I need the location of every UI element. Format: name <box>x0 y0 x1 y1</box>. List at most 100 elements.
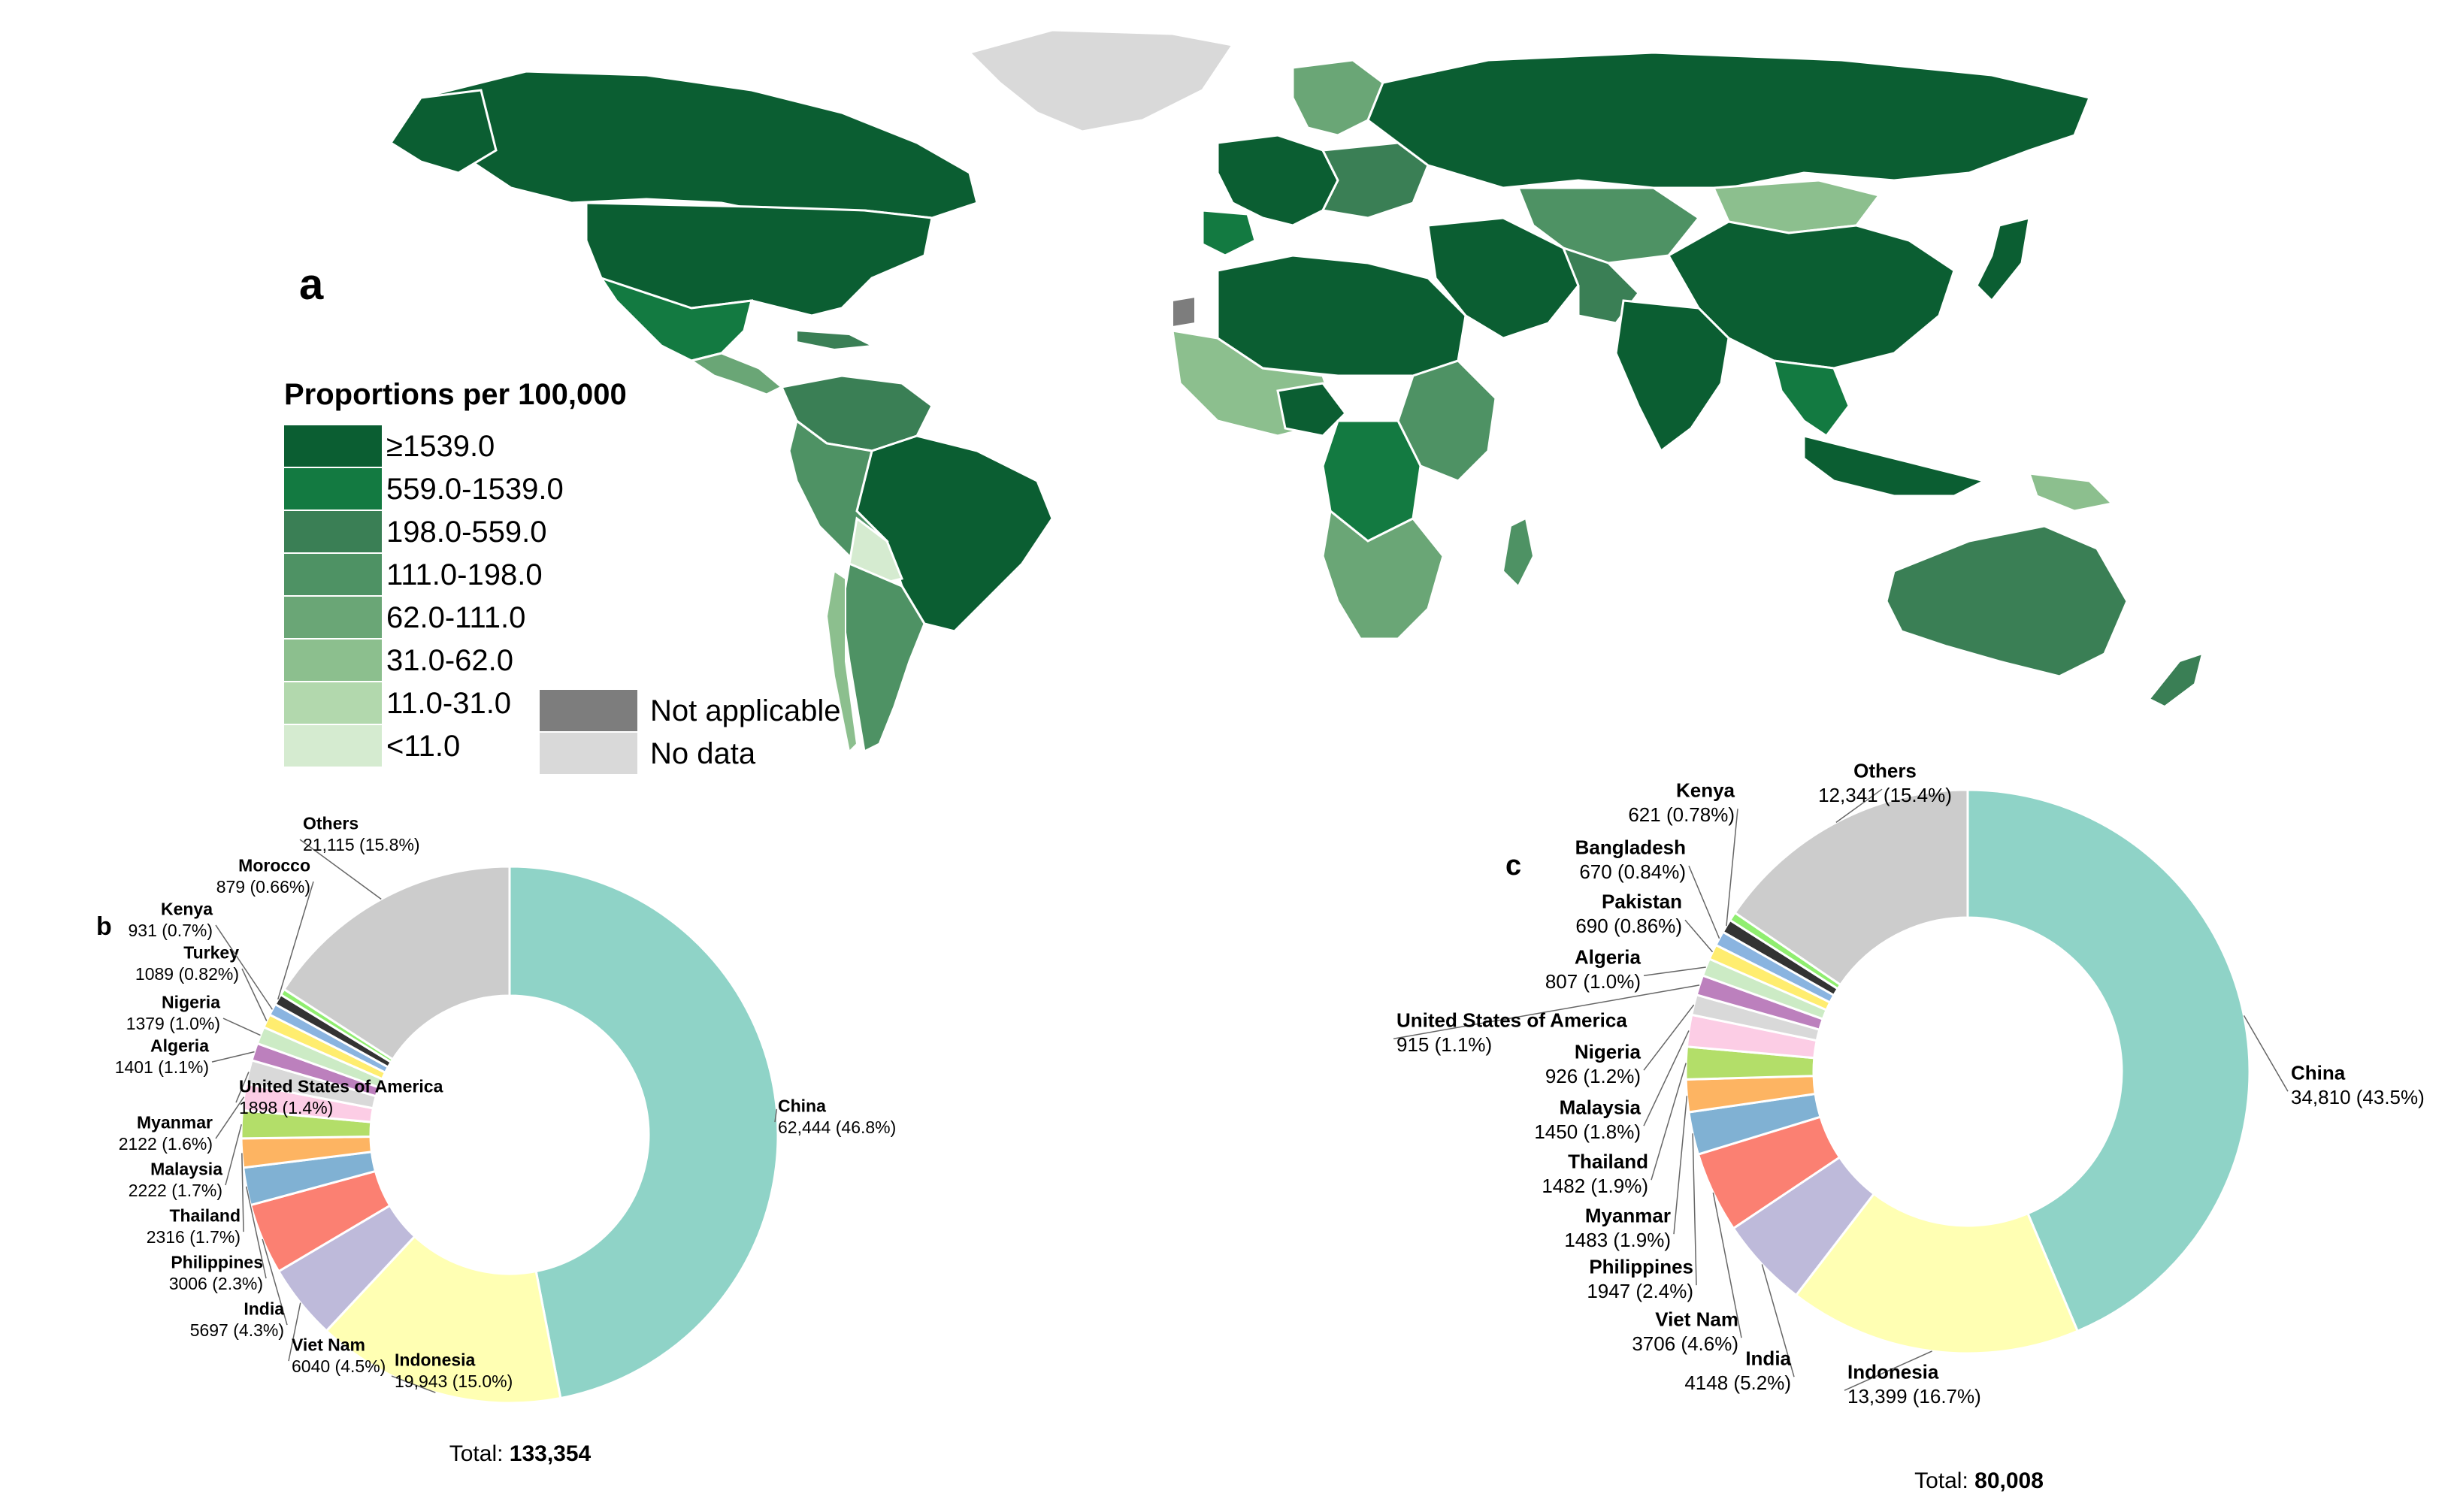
map-papua <box>2027 472 2115 513</box>
slice-label-name: United States of America <box>239 1076 443 1096</box>
slice-label-value: 1483 (1.9%) <box>1564 1229 1671 1251</box>
map-not-applicable-area <box>1172 295 1196 328</box>
slice-label-value: 621 (0.78%) <box>1628 803 1735 826</box>
map-se-asia <box>1772 359 1850 438</box>
map-legend: Proportions per 100,000 ≥1539.0 559.0-153… <box>284 378 841 774</box>
leader-line <box>1688 865 1720 939</box>
leader-line <box>1726 809 1738 927</box>
map-nigeria <box>1276 382 1347 437</box>
leader-line <box>299 839 382 900</box>
slice-label-name: Myanmar <box>137 1112 213 1132</box>
slice-label-name: Thailand <box>1568 1151 1648 1173</box>
slice-label-name: India <box>1745 1347 1791 1370</box>
legend-special-swatch-0 <box>540 690 637 731</box>
leader-line <box>1761 1264 1795 1377</box>
slice-label-name: Pakistan <box>1602 891 1682 913</box>
map-japan <box>1975 216 2031 303</box>
map-australia <box>1885 525 2129 678</box>
slice-label-name: Others <box>1853 760 1917 782</box>
panel-letter-b: b <box>96 912 112 941</box>
map-iran <box>1561 246 1640 325</box>
slice-indonesia <box>325 1235 562 1405</box>
donut-total-label: Total: <box>1914 1468 1974 1493</box>
legend-swatch-3 <box>284 554 382 595</box>
map-russia <box>1366 51 2092 189</box>
slice-label-name: Indonesia <box>1847 1361 1939 1383</box>
slice-label-name: Malaysia <box>1560 1096 1642 1119</box>
slice-label-name: China <box>778 1096 826 1115</box>
map-indonesia <box>1802 434 1988 497</box>
leader-line <box>1643 1004 1695 1071</box>
slice-label-value: 1947 (2.4%) <box>1587 1280 1693 1302</box>
slice-label-name: Morocco <box>238 855 310 875</box>
leader-line <box>1712 1192 1742 1338</box>
legend-label-7: <11.0 <box>386 730 460 763</box>
legend-swatch-6 <box>284 682 382 724</box>
map-middle-east <box>1427 216 1580 340</box>
legend-swatch-4 <box>284 597 382 638</box>
slice-label-name: Malaysia <box>150 1159 222 1178</box>
leader-line <box>1651 1063 1687 1181</box>
map-chile <box>825 570 858 754</box>
slice-label-value: 670 (0.84%) <box>1579 860 1686 883</box>
slice-label-name: Algeria <box>150 1036 209 1055</box>
donut-total-value: 80,008 <box>1974 1468 2044 1493</box>
slice-label-name: Algeria <box>1575 946 1642 969</box>
slice-label-value: 690 (0.86%) <box>1575 915 1682 937</box>
map-argentina <box>840 561 926 754</box>
panel-letter-a: a <box>299 260 324 309</box>
slice-china <box>508 865 779 1400</box>
donut-total: Total: 133,354 <box>449 1441 592 1466</box>
legend-swatch-5 <box>284 640 382 681</box>
map-alaska <box>389 89 498 174</box>
slice-label-value: 1379 (1.0%) <box>126 1014 220 1033</box>
leader-line <box>1835 788 1883 824</box>
slice-china <box>1966 788 2251 1333</box>
map-greenland <box>967 29 1235 133</box>
legend-label-2: 198.0-559.0 <box>386 516 547 549</box>
slice-label-value: 807 (1.0%) <box>1545 970 1641 993</box>
slice-label-value: 3706 (4.6%) <box>1632 1332 1738 1355</box>
slice-label-name: Thailand <box>169 1205 241 1225</box>
slice-label-name: Kenya <box>161 899 213 918</box>
world-choropleth-map <box>389 29 2204 754</box>
slice-label-name: Turkey <box>183 942 239 962</box>
legend-label-0: ≥1539.0 <box>386 430 495 463</box>
slice-label-value: 1089 (0.82%) <box>135 964 239 984</box>
slice-label-name: Viet Nam <box>1655 1308 1738 1331</box>
leader-line <box>245 1186 267 1279</box>
leader-line <box>211 1051 255 1063</box>
legend-swatch-0 <box>284 425 382 467</box>
slice-label-value: 5697 (4.3%) <box>190 1320 284 1340</box>
donut-total: Total: 80,008 <box>1914 1468 2044 1493</box>
leader-line <box>215 924 273 1010</box>
slice-label-name: Philippines <box>1589 1256 1693 1278</box>
slice-label-value: 1450 (1.8%) <box>1534 1120 1641 1143</box>
slice-label-name: Viet Nam <box>292 1335 365 1354</box>
legend-label-3: 111.0-198.0 <box>386 558 543 591</box>
leader-line <box>1684 919 1714 953</box>
leader-line <box>1673 1096 1688 1235</box>
legend-label-5: 31.0-62.0 <box>386 644 513 677</box>
map-central-asia <box>1516 186 1701 265</box>
map-madagascar <box>1502 517 1535 588</box>
donut-total-value: 133,354 <box>510 1441 592 1466</box>
slice-label-value: 2316 (1.7%) <box>147 1227 241 1247</box>
map-africa-north <box>1216 254 1467 377</box>
leader-line <box>215 1096 245 1139</box>
slice-label-value: 1898 (1.4%) <box>239 1098 333 1117</box>
map-europe-west <box>1216 134 1339 227</box>
slice-label-value: 931 (0.7%) <box>128 921 213 940</box>
legend-special-swatch-1 <box>540 733 637 774</box>
slice-label-value: 926 (1.2%) <box>1545 1065 1641 1087</box>
slice-label-value: 34,810 (43.5%) <box>2291 1086 2425 1108</box>
leader-line <box>241 968 268 1021</box>
legend-label-1: 559.0-1539.0 <box>386 473 564 506</box>
leader-line <box>262 1238 288 1326</box>
slice-label-value: 13,399 (16.7%) <box>1847 1385 1981 1408</box>
map-legend-title: Proportions per 100,000 <box>284 378 627 411</box>
legend-swatch-1 <box>284 468 382 510</box>
map-central-america <box>688 352 784 396</box>
map-africa-south <box>1321 509 1445 640</box>
